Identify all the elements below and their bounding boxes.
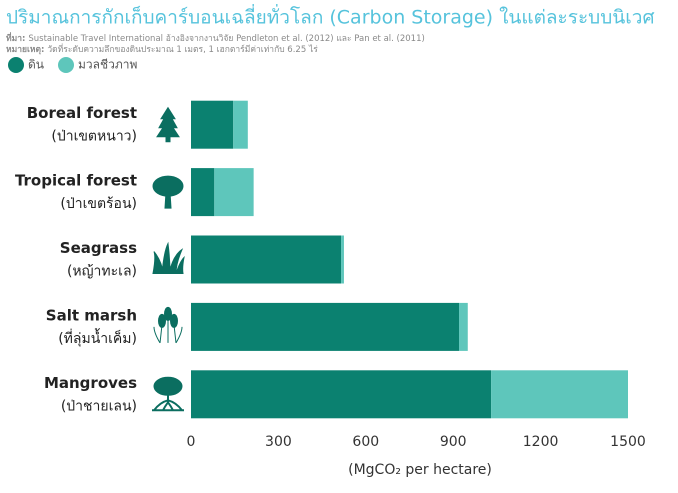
note-text: วัดที่ระดับความลึกของดินประมาณ 1 เมตร, 1… (47, 43, 318, 55)
icon-part (164, 191, 172, 209)
icon-part (152, 394, 184, 412)
category-sublabel: (ป่าเขตหนาว) (51, 129, 137, 145)
icon-part (153, 376, 183, 396)
x-tick-label: 300 (265, 434, 292, 450)
icon-part (159, 318, 177, 343)
icon-part (153, 326, 183, 344)
category-label: Seagrass (60, 239, 137, 257)
note-label: หมายเหตุ: (6, 45, 44, 55)
note: หมายเหตุ: วัดที่ระดับความลึกของดินประมาณ … (6, 43, 318, 55)
x-tick-label: 600 (352, 434, 379, 450)
bar (191, 100, 234, 149)
icon-part (152, 241, 185, 274)
legend-swatch (58, 57, 74, 73)
category-label: Tropical forest (15, 172, 137, 190)
bar (233, 100, 248, 149)
bar (191, 370, 492, 419)
source: ที่มา: Sustainable Travel International อ… (6, 31, 425, 44)
legend-label: มวลชีวภาพ (78, 58, 138, 72)
source-text: Sustainable Travel International อ้างอิง… (28, 33, 424, 44)
source-label: ที่มา: (6, 31, 25, 44)
icon (156, 106, 180, 143)
category-sublabel: (หญ้าทะเล) (67, 264, 137, 280)
x-tick-label: 1500 (610, 434, 646, 450)
category-sublabel: (ป่าชายเลน) (61, 398, 137, 414)
category-sublabel: (ป่าเขตร้อน) (60, 196, 137, 212)
chart-title: ปริมาณการกักเก็บคาร์บอนเฉลี่ยทั่วโลก (Ca… (6, 4, 655, 29)
x-tick-label: 1200 (523, 434, 559, 450)
bar (491, 370, 628, 419)
bar (459, 302, 468, 351)
icon-part (170, 313, 178, 328)
icon (152, 376, 184, 412)
icon-part (158, 313, 166, 328)
bar (191, 302, 460, 351)
category-label: Salt marsh (46, 306, 137, 324)
icon (153, 306, 183, 344)
bar (341, 235, 344, 284)
icon (152, 175, 184, 209)
legend-label: ดิน (28, 58, 44, 72)
category-label: Mangroves (44, 374, 137, 392)
legend-swatch (8, 57, 24, 73)
bar (191, 168, 215, 217)
icon (152, 241, 185, 274)
x-tick-label: 900 (440, 434, 467, 450)
icon-part (164, 306, 172, 321)
category-label: Boreal forest (27, 104, 137, 122)
x-tick-label: 0 (187, 434, 196, 450)
bar (214, 168, 254, 217)
x-axis-label: (MgCO₂ per hectare) (348, 462, 492, 478)
icon-part (156, 106, 180, 143)
category-sublabel: (ที่ลุ่มน้ำเค็ม) (58, 328, 137, 347)
bar (191, 235, 342, 284)
